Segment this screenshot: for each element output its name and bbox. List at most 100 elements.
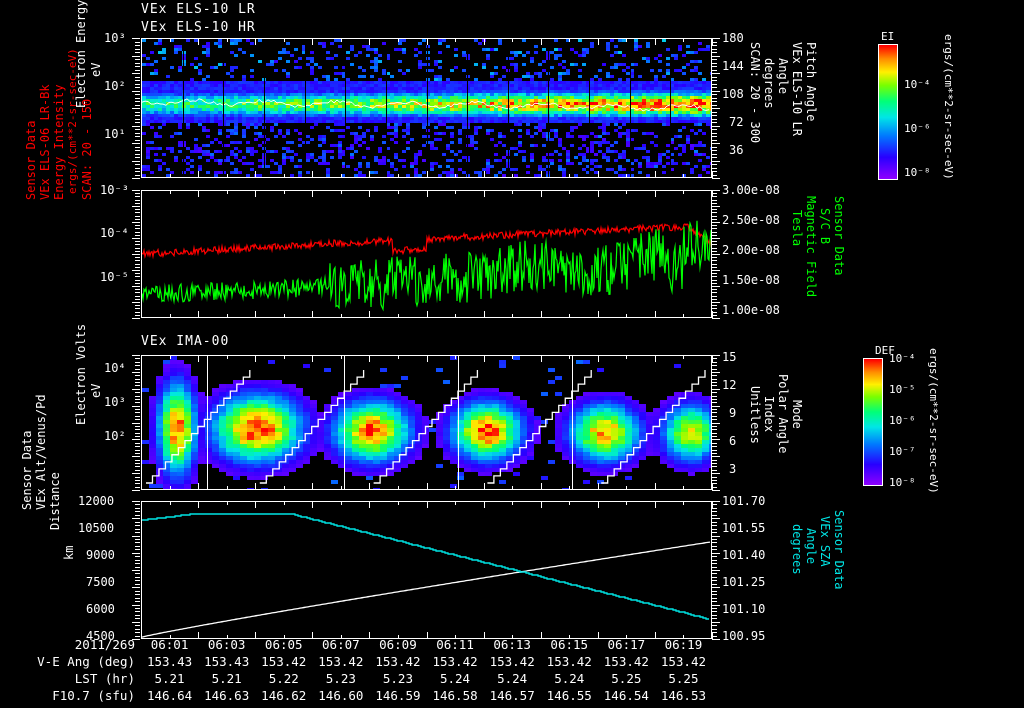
axis-table-cell: 5.22 [268,671,299,686]
axis-table-cell: 153.43 [204,654,250,669]
axis-table-cell: 146.60 [318,688,364,703]
axis-table-cell: 06:19 [664,637,703,652]
axis-table-cell: 06:15 [550,637,589,652]
panel3-colorbar-tick-0: 10⁻⁴ [889,352,916,365]
panel4-ytick-0: 12000 [78,494,115,508]
panel3-rtick-1: 12 [722,378,737,392]
axis-table-cell: 146.59 [375,688,421,703]
panel3-colorbar-tick-4: 10⁻⁸ [889,476,916,489]
axis-table-rowlabel-2: LST (hr) [74,671,135,686]
axis-table-cell: 153.42 [489,654,535,669]
panel1-title-line1: VEx ELS-10 LR [141,2,256,17]
panel1-colorbar-header: EI [881,30,895,43]
panel3-rtick-4: 3 [729,462,737,476]
panel4-ytick-4: 6000 [86,602,115,616]
panel4-rtick-0: 101.70 [722,494,766,508]
panel1-rtick-2: 108 [722,87,744,101]
panel1-colorbar [878,44,898,180]
panel1-ytick-1: 10² [104,79,126,93]
axis-table-cell: 146.58 [432,688,478,703]
panel3-rtick-2: 9 [729,406,737,420]
panel2-ytick-2: 10⁻⁵ [100,270,129,284]
axis-table-cell: 5.23 [382,671,413,686]
axis-table-cell: 06:09 [379,637,417,652]
panel4-rtick-2: 101.40 [722,548,766,562]
panel3-ytick-1: 10³ [104,395,126,409]
panel1-rtick-0: 180 [722,31,744,45]
axis-table-rowlabel-1: V-E Ang (deg) [37,654,135,669]
panel3-colorbar-tick-2: 10⁻⁶ [889,414,916,427]
panel4-ytick-3: 7500 [86,575,115,589]
panel3-colorbar-header: DEF [875,344,895,357]
panel4-rtick-4: 101.10 [722,602,766,616]
panel3-ytick-0: 10⁴ [104,361,126,375]
panel4-plot-area [141,501,712,639]
panel1-ytick-0: 10³ [104,31,126,45]
axis-table-cell: 5.25 [611,671,642,686]
axis-table-cell: 153.42 [261,654,307,669]
panel4-rtick-3: 101.25 [722,575,766,589]
panel3-plot-area [141,355,712,490]
panel4-ytick-1: 10500 [78,521,115,535]
axis-table-cell: 153.42 [375,654,421,669]
axis-table-cell: 5.25 [668,671,699,686]
panel1-rtick-1: 144 [722,59,744,73]
axis-table-cell: 06:11 [436,637,474,652]
axis-table-cell: 5.21 [211,671,242,686]
axis-table-cell: 06:17 [607,637,646,652]
axis-table-cell: 5.23 [325,671,356,686]
panel4-ytick-5: 4500 [86,629,115,643]
panel4-ytick-2: 9000 [86,548,115,562]
panel1-colorbar-tick-1: 10⁻⁶ [904,122,931,135]
panel1-rtick-3: 72 [729,115,744,129]
axis-table-cell: 153.42 [318,654,364,669]
axis-table-rowlabel-3: F10.7 (sfu) [52,688,135,703]
panel1-colorbar-tick-0: 10⁻⁴ [904,78,931,91]
panel3-rtick-0: 15 [722,350,737,364]
panel3-colorbar-tick-1: 10⁻⁵ [889,383,916,396]
panel2-rtick-0: 3.00e-08 [722,183,780,197]
axis-table-cell: 153.42 [432,654,478,669]
axis-table-cell: 153.43 [146,654,193,669]
axis-table-cell: 5.24 [497,671,528,686]
panel2-ytick-0: 10⁻³ [100,183,129,197]
panel1-colorbar-tick-2: 10⁻⁸ [904,166,931,179]
axis-table-cell: 146.62 [261,688,307,703]
axis-table-cell: 5.24 [554,671,585,686]
axis-table-cell: 146.57 [489,688,535,703]
panel1-rtick-4: 36 [729,143,744,157]
axis-table-cell: 06:07 [322,637,360,652]
panel2-ytick-1: 10⁻⁴ [100,226,129,240]
panel4-rtick-5: 100.95 [722,629,766,643]
panel4-rtick-1: 101.55 [722,521,766,535]
panel1-ytick-2: 10¹ [104,127,126,141]
axis-table-cell: 06:13 [493,637,531,652]
axis-table-cell: 06:01 [150,637,189,652]
axis-table-cell: 146.54 [603,688,649,703]
axis-table-cell: 5.21 [154,671,185,686]
axis-table-cell: 153.42 [603,654,649,669]
panel3-ytick-2: 10² [104,429,126,443]
axis-table-cell: 146.55 [546,688,592,703]
axis-table-cell: 06:05 [264,637,303,652]
axis-table-cell: 06:03 [207,637,246,652]
panel2-rtick-4: 1.00e-08 [722,303,780,317]
axis-table-cell: 146.53 [660,688,707,703]
axis-table-cell: 146.64 [146,688,193,703]
panel3-title: VEx IMA-00 [141,334,230,349]
panel2-rtick-1: 2.50e-08 [722,213,780,227]
axis-table-cell: 153.42 [546,654,592,669]
panel3-rtick-3: 6 [729,434,737,448]
panel2-rtick-2: 2.00e-08 [722,243,780,257]
axis-table-cell: 5.24 [439,671,471,686]
axis-table-cell: 153.42 [660,654,707,669]
panel2-rtick-3: 1.50e-08 [722,273,780,287]
panel3-colorbar [863,358,883,486]
panel1-title-line2: VEx ELS-10 HR [141,20,256,35]
axis-table-cell: 146.63 [204,688,250,703]
axis-table-rowlabel-0: 2011/269 [74,637,135,652]
panel2-plot-area [141,190,712,318]
panel1-plot-area [141,38,712,178]
panel3-colorbar-tick-3: 10⁻⁷ [889,445,916,458]
